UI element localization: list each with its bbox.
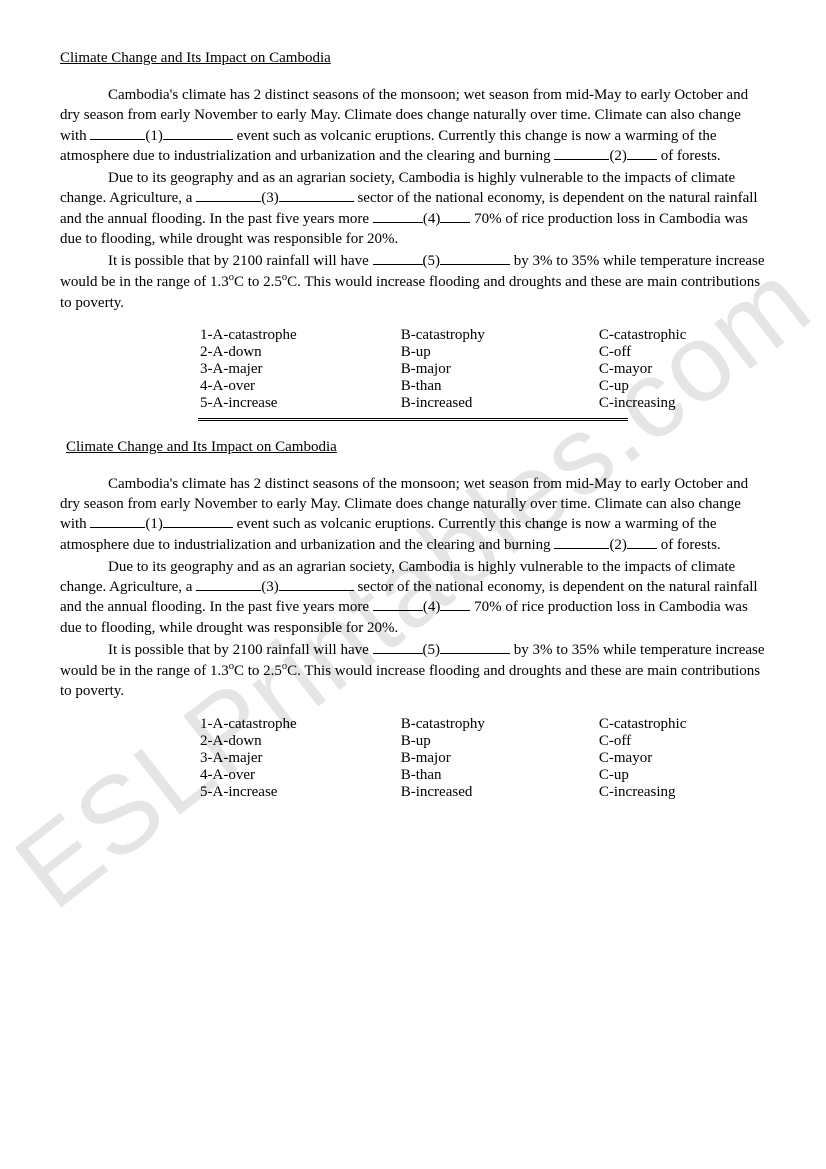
option-a: 1-A-catastrophe xyxy=(200,327,401,344)
blank-5-left[interactable] xyxy=(373,264,423,265)
option-a: 4-A-over xyxy=(200,378,401,395)
blank-1-left[interactable] xyxy=(90,139,145,140)
option-c: C-off xyxy=(599,733,766,750)
option-a: 2-A-down xyxy=(200,344,401,361)
option-a: 3-A-majer xyxy=(200,361,401,378)
paragraph-2: Due to its geography and as an agrarian … xyxy=(60,557,766,638)
option-c: C-mayor xyxy=(599,361,766,378)
blank-2-right[interactable] xyxy=(627,548,657,549)
option-b: B-major xyxy=(401,750,599,767)
option-row: 5-A-increaseB-increasedC-increasing xyxy=(200,784,766,801)
blank-4-label: (4) xyxy=(423,211,441,227)
worksheet-block-2: Climate Change and Its Impact on Cambodi… xyxy=(60,439,766,801)
blank-2-left[interactable] xyxy=(554,159,609,160)
option-b: B-than xyxy=(401,378,599,395)
blank-5-right[interactable] xyxy=(440,653,510,654)
blank-2-label: (2) xyxy=(609,537,627,553)
option-a: 5-A-increase xyxy=(200,784,401,801)
answer-options: 1-A-catastropheB-catastrophyC-catastroph… xyxy=(200,327,766,412)
paragraph-1: Cambodia's climate has 2 distinct season… xyxy=(60,85,766,166)
blank-4-left[interactable] xyxy=(373,610,423,611)
blank-3-left[interactable] xyxy=(196,590,261,591)
blank-3-right[interactable] xyxy=(279,590,354,591)
option-row: 4-A-overB-thanC-up xyxy=(200,378,766,395)
paragraph-3: It is possible that by 2100 rainfall wil… xyxy=(60,251,766,313)
blank-3-label: (3) xyxy=(261,579,279,595)
text: It is possible that by 2100 rainfall wil… xyxy=(108,253,373,269)
blank-2-label: (2) xyxy=(609,148,627,164)
option-b: B-catastrophy xyxy=(401,327,599,344)
option-c: C-catastrophic xyxy=(599,327,766,344)
option-c: C-increasing xyxy=(599,784,766,801)
blank-1-right[interactable] xyxy=(163,139,233,140)
blank-1-label: (1) xyxy=(145,128,163,144)
option-b: B-up xyxy=(401,344,599,361)
blank-5-label: (5) xyxy=(423,642,441,658)
option-b: B-increased xyxy=(401,784,599,801)
paragraph-3: It is possible that by 2100 rainfall wil… xyxy=(60,640,766,702)
blank-3-label: (3) xyxy=(261,190,279,206)
option-c: C-up xyxy=(599,378,766,395)
option-b: B-catastrophy xyxy=(401,716,599,733)
document-page: Climate Change and Its Impact on Cambodi… xyxy=(0,0,826,857)
option-row: 1-A-catastropheB-catastrophyC-catastroph… xyxy=(200,716,766,733)
option-c: C-mayor xyxy=(599,750,766,767)
text: It is possible that by 2100 rainfall wil… xyxy=(108,642,373,658)
blank-2-right[interactable] xyxy=(627,159,657,160)
blank-5-left[interactable] xyxy=(373,653,423,654)
option-c: C-increasing xyxy=(599,395,766,412)
text: of forests. xyxy=(657,148,721,164)
text: C to 2.5 xyxy=(234,274,282,290)
blank-1-right[interactable] xyxy=(163,527,233,528)
paragraph-1: Cambodia's climate has 2 distinct season… xyxy=(60,474,766,555)
blank-3-left[interactable] xyxy=(196,201,261,202)
blank-4-left[interactable] xyxy=(373,222,423,223)
text: of forests. xyxy=(657,537,721,553)
options-table: 1-A-catastropheB-catastrophyC-catastroph… xyxy=(200,716,766,801)
option-row: 4-A-overB-thanC-up xyxy=(200,767,766,784)
blank-4-right[interactable] xyxy=(440,222,470,223)
blank-2-left[interactable] xyxy=(554,548,609,549)
option-a: 4-A-over xyxy=(200,767,401,784)
worksheet-title: Climate Change and Its Impact on Cambodi… xyxy=(66,439,766,456)
option-row: 3-A-majerB-majorC-mayor xyxy=(200,361,766,378)
blank-4-right[interactable] xyxy=(440,610,470,611)
option-a: 2-A-down xyxy=(200,733,401,750)
option-b: B-than xyxy=(401,767,599,784)
option-row: 2-A-downB-upC-off xyxy=(200,733,766,750)
options-table: 1-A-catastropheB-catastrophyC-catastroph… xyxy=(200,327,766,412)
option-b: B-increased xyxy=(401,395,599,412)
text: C to 2.5 xyxy=(234,663,282,679)
worksheet-block-1: Climate Change and Its Impact on Cambodi… xyxy=(60,50,766,412)
option-row: 5-A-increaseB-increasedC-increasing xyxy=(200,395,766,412)
blank-5-right[interactable] xyxy=(440,264,510,265)
blank-1-left[interactable] xyxy=(90,527,145,528)
answer-options: 1-A-catastropheB-catastrophyC-catastroph… xyxy=(200,716,766,801)
option-c: C-off xyxy=(599,344,766,361)
option-b: B-major xyxy=(401,361,599,378)
blank-4-label: (4) xyxy=(423,599,441,615)
option-row: 1-A-catastropheB-catastrophyC-catastroph… xyxy=(200,327,766,344)
option-row: 2-A-downB-upC-off xyxy=(200,344,766,361)
option-a: 5-A-increase xyxy=(200,395,401,412)
worksheet-title: Climate Change and Its Impact on Cambodi… xyxy=(60,50,766,67)
paragraph-2: Due to its geography and as an agrarian … xyxy=(60,168,766,249)
option-row: 3-A-majerB-majorC-mayor xyxy=(200,750,766,767)
option-a: 1-A-catastrophe xyxy=(200,716,401,733)
option-c: C-catastrophic xyxy=(599,716,766,733)
blank-3-right[interactable] xyxy=(279,201,354,202)
option-b: B-up xyxy=(401,733,599,750)
section-divider xyxy=(198,418,628,421)
option-a: 3-A-majer xyxy=(200,750,401,767)
blank-1-label: (1) xyxy=(145,516,163,532)
option-c: C-up xyxy=(599,767,766,784)
blank-5-label: (5) xyxy=(423,253,441,269)
